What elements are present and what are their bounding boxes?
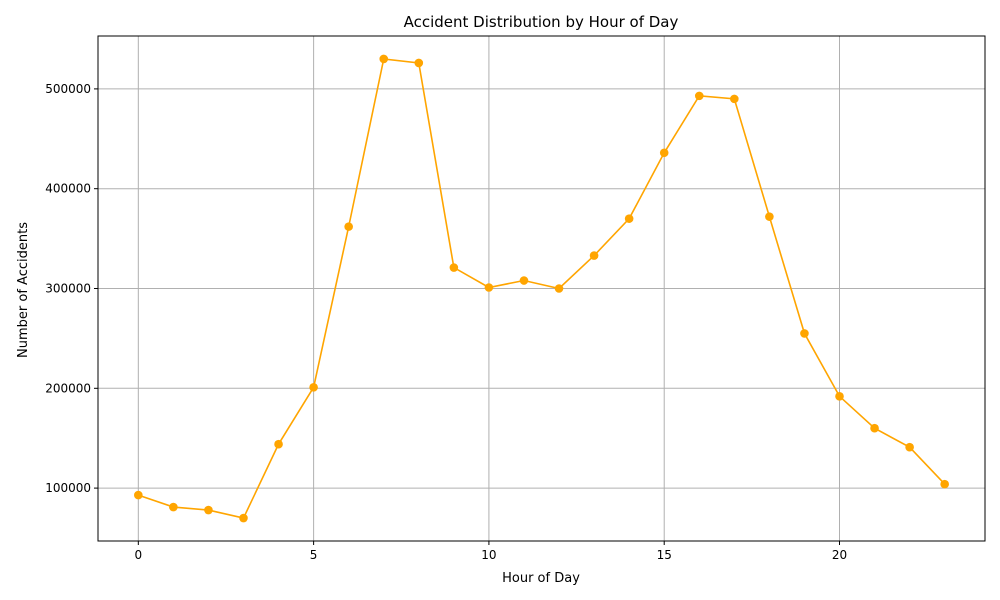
- data-point: [730, 94, 739, 104]
- chart-title: Accident Distribution by Hour of Day: [404, 13, 679, 31]
- x-tick-label: 10: [481, 548, 496, 562]
- y-tick-label: 500000: [45, 82, 91, 96]
- series-layer: [134, 54, 949, 523]
- data-point: [940, 479, 949, 489]
- y-axis: 100000 200000 300000 400000 500000: [45, 82, 98, 495]
- y-axis-label: Number of Accidents: [16, 222, 31, 358]
- data-point: [344, 222, 353, 231]
- data-point: [204, 505, 213, 515]
- y-tick-label: 200000: [45, 381, 91, 395]
- data-point: [519, 276, 529, 285]
- data-point: [659, 148, 669, 158]
- y-tick-label: 400000: [45, 182, 91, 196]
- plot-frame: [97, 35, 986, 542]
- data-point: [905, 442, 914, 452]
- data-point: [239, 513, 248, 523]
- series-line: [138, 58, 946, 519]
- x-tick-label: 20: [832, 548, 847, 562]
- data-point: [379, 54, 389, 64]
- data-point: [484, 283, 494, 292]
- x-tick-label: 5: [310, 548, 318, 562]
- data-point: [765, 212, 774, 221]
- data-point: [554, 284, 564, 293]
- data-point: [870, 423, 879, 433]
- x-tick-label: 0: [134, 548, 142, 562]
- data-point: [309, 383, 318, 392]
- data-point: [134, 490, 143, 500]
- x-axis: 0 5 10 15 20: [134, 541, 847, 562]
- data-point: [274, 439, 283, 449]
- data-point: [449, 263, 459, 272]
- x-tick-label: 15: [657, 548, 672, 562]
- data-point: [835, 391, 844, 401]
- grid: [98, 36, 985, 541]
- data-point: [694, 91, 704, 101]
- y-tick-label: 100000: [45, 481, 91, 495]
- data-point: [169, 502, 178, 512]
- x-axis-label: Hour of Day: [502, 571, 580, 586]
- data-point: [414, 58, 424, 68]
- data-point: [800, 329, 809, 338]
- data-point: [589, 251, 599, 260]
- y-tick-label: 300000: [45, 282, 91, 296]
- data-point: [624, 214, 634, 223]
